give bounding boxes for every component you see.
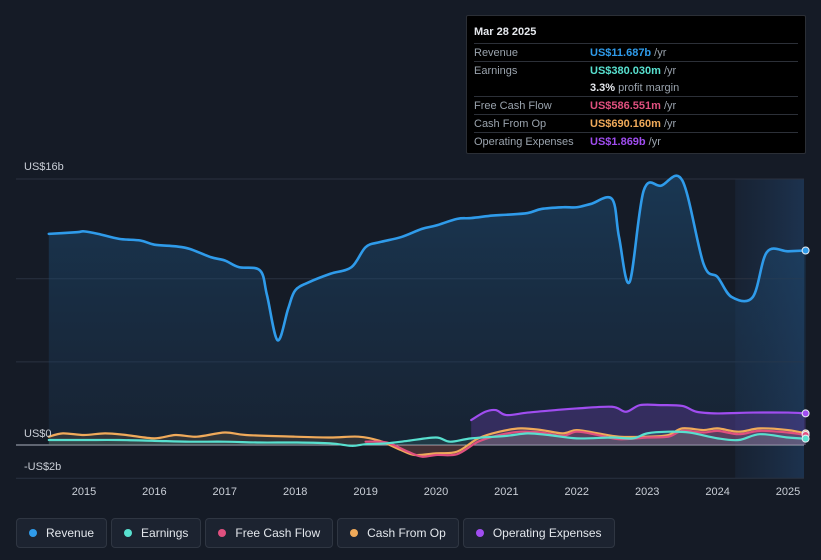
x-tick-label: 2022 bbox=[565, 486, 589, 498]
operating-expenses-line bbox=[470, 403, 807, 422]
tooltip-value: US$11.687b bbox=[590, 46, 652, 59]
legend: Revenue Earnings Free Cash Flow Cash Fro… bbox=[16, 518, 615, 548]
tooltip-row-profit-margin: 3.3% profit margin bbox=[474, 79, 798, 96]
y-axis-zero-label: US$0 bbox=[24, 428, 52, 440]
legend-item-revenue[interactable]: Revenue bbox=[16, 518, 108, 548]
legend-label: Free Cash Flow bbox=[235, 526, 321, 540]
x-tick-label: 2017 bbox=[213, 486, 237, 498]
x-tick-label: 2019 bbox=[353, 486, 377, 498]
tooltip-suffix: /yr bbox=[663, 99, 677, 112]
y-axis-top-label: US$16b bbox=[24, 161, 64, 173]
revenue-dot-icon bbox=[29, 529, 37, 537]
x-tick-label: 2023 bbox=[635, 486, 659, 498]
tooltip-date: Mar 28 2025 bbox=[474, 26, 537, 38]
x-tick-label: 2021 bbox=[494, 486, 518, 498]
tooltip-label: Revenue bbox=[474, 46, 519, 59]
tooltip-value: US$690.160m bbox=[590, 117, 661, 130]
tooltip-value: US$586.551m bbox=[590, 99, 661, 112]
free-cash-flow-area bbox=[365, 430, 806, 457]
tooltip-row-free-cash-flow: Free Cash Flow US$586.551m /yr bbox=[474, 96, 798, 114]
tooltip-suffix: profit margin bbox=[618, 81, 680, 94]
tooltip-value: 3.3% bbox=[590, 81, 616, 94]
tooltip-label: Free Cash Flow bbox=[474, 99, 552, 112]
x-tick-label: 2020 bbox=[424, 486, 448, 498]
tooltip-label: Cash From Op bbox=[474, 117, 547, 130]
tooltip-suffix: /yr bbox=[654, 46, 667, 59]
legend-label: Earnings bbox=[141, 526, 189, 540]
operating-expenses-dot-icon bbox=[475, 529, 484, 537]
tooltip-row-cash-from-op: Cash From Op US$690.160m /yr bbox=[474, 114, 798, 132]
x-tick-label: 2024 bbox=[705, 486, 729, 498]
y-axis-bottom-label: -US$2b bbox=[24, 461, 61, 473]
tooltip-row-earnings: Earnings US$380.030m /yr bbox=[474, 61, 798, 79]
cash-from-op-dot-icon bbox=[350, 529, 359, 537]
tooltip-row-operating-expenses: Operating Expenses US$1.869b /yr bbox=[474, 132, 798, 150]
operating-expenses-end-marker bbox=[801, 409, 810, 418]
x-tick-label: 2015 bbox=[72, 486, 96, 498]
earnings-end-marker bbox=[801, 434, 810, 443]
tooltip-value: US$380.030m bbox=[590, 64, 661, 77]
legend-item-cash-from-op[interactable]: Cash From Op bbox=[337, 518, 459, 548]
free-cash-flow-line bbox=[364, 429, 807, 458]
legend-label: Cash From Op bbox=[367, 526, 446, 540]
x-tick-label: 2025 bbox=[776, 486, 800, 498]
legend-item-earnings[interactable]: Earnings bbox=[111, 518, 202, 548]
legend-label: Operating Expenses bbox=[492, 526, 602, 540]
revenue-area bbox=[48, 175, 806, 445]
free-cash-flow-dot-icon bbox=[218, 529, 227, 537]
revenue-end-marker bbox=[801, 246, 810, 255]
legend-label: Revenue bbox=[46, 526, 95, 540]
legend-item-free-cash-flow[interactable]: Free Cash Flow bbox=[205, 518, 334, 548]
tooltip-row-revenue: Revenue US$11.687b /yr bbox=[474, 43, 798, 61]
revenue-line bbox=[47, 174, 807, 342]
earnings-line bbox=[47, 430, 807, 447]
earnings-dot-icon bbox=[124, 529, 133, 537]
cash-from-op-line bbox=[47, 427, 807, 457]
tooltip-suffix: /yr bbox=[648, 135, 661, 148]
tooltip-suffix: /yr bbox=[663, 64, 677, 77]
legend-item-operating-expenses[interactable]: Operating Expenses bbox=[462, 518, 615, 548]
tooltip-suffix: /yr bbox=[663, 117, 677, 130]
tooltip-label: Earnings bbox=[474, 64, 518, 77]
x-tick-label: 2018 bbox=[283, 486, 307, 498]
x-tick-label: 2016 bbox=[142, 486, 166, 498]
tooltip-value: US$1.869b bbox=[590, 135, 646, 148]
tooltip-label: Operating Expenses bbox=[474, 135, 574, 148]
tooltip-panel: Mar 28 2025 Revenue US$11.687b /yr Earni… bbox=[466, 15, 806, 154]
